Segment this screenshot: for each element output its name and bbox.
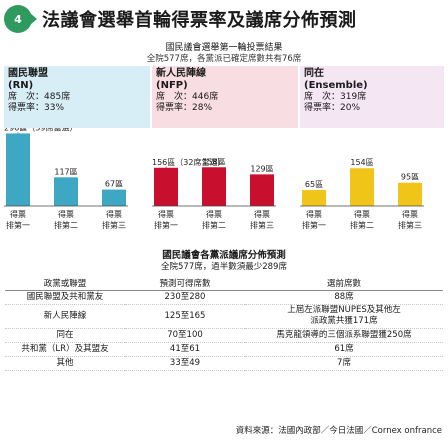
bloc-band-ensemble: 同在 (Ensemble) 席 次：319席 得票率：20% xyxy=(300,66,444,128)
bar xyxy=(6,133,30,206)
category-label: 排第三 xyxy=(398,220,422,230)
bar-value-label: 65區 xyxy=(305,180,323,189)
projection-cell: 230至280 xyxy=(125,290,245,305)
seats-value: 446席 xyxy=(192,92,219,102)
previous-cell: 7席 xyxy=(245,356,443,371)
category-label: 得票 xyxy=(106,209,122,219)
category-label: 得票 xyxy=(158,209,174,219)
projection-cell: 125至165 xyxy=(125,304,245,329)
seats-value: 485席 xyxy=(44,92,71,102)
category-label: 得票 xyxy=(58,209,74,219)
bar-value-label: 129區 xyxy=(250,164,273,173)
page-title: 法議會選舉首輪得票率及議席分佈預測 xyxy=(42,10,357,31)
projection-cell: 33至49 xyxy=(125,356,245,371)
seats-label: 席 次： xyxy=(156,92,193,102)
category-label: 得票 xyxy=(354,209,370,219)
party-cell: 同在 xyxy=(5,328,125,343)
share-value: 28% xyxy=(192,103,213,113)
bloc-name: 國民聯盟 xyxy=(8,68,48,79)
bar-value-label: 156區（32席當選） xyxy=(152,157,225,167)
bloc-abbr: (NFP) xyxy=(156,80,188,91)
category-label: 排第二 xyxy=(54,220,78,230)
projection-title: 國民議會各黨派議席分佈預測 xyxy=(162,250,286,261)
bloc-seats: 席 次：319席 xyxy=(300,92,444,103)
share-value: 33% xyxy=(44,103,65,113)
category-label: 排第一 xyxy=(6,220,30,230)
source-note: 資料來源：法國內政部／今日法國／Cornex onfrance xyxy=(235,426,442,436)
category-label: 排第三 xyxy=(102,220,126,230)
bar xyxy=(302,190,326,206)
bloc-name: 新人民陣線 xyxy=(156,68,206,79)
category-label: 排第二 xyxy=(350,220,374,230)
share-value: 20% xyxy=(340,103,361,113)
bar-value-label: 158區 xyxy=(202,157,225,166)
table-row: 共和黨（LR）及其盟友 41至61 61席 xyxy=(5,342,443,357)
bar-value-label: 296區（39席當選） xyxy=(4,128,77,132)
seats-value: 319席 xyxy=(340,92,367,102)
bar-value-label: 154區 xyxy=(350,158,373,167)
bar xyxy=(398,182,422,206)
table-row: 新人民陣線 125至165 上屆左派聯盟NUPES及其他左派政黨共獲171席 xyxy=(5,304,443,329)
share-label: 得票率： xyxy=(156,103,193,113)
projection-subtitle: 全院577席，過半數須最少289席 xyxy=(161,262,287,272)
bar xyxy=(250,174,274,206)
projection-cell: 41至61 xyxy=(125,342,245,357)
bloc-band-rn: 國民聯盟 (RN) 席 次：485席 得票率：33% xyxy=(4,66,150,128)
figure-number-icon: 4 xyxy=(4,4,37,34)
bar xyxy=(350,168,374,206)
summary-subtitle: 全院577席，各黨派已確定席數共有76席 xyxy=(146,54,302,64)
figure-number: 4 xyxy=(4,5,32,33)
column-header-party: 政黨或聯盟 xyxy=(5,276,125,291)
bar-value-label: 117區 xyxy=(54,167,77,176)
previous-cell: 馬克龍領導的三個派系聯盟獲250席 xyxy=(245,328,443,343)
bloc-abbr: (Ensemble) xyxy=(304,80,368,91)
bloc-abbr: (RN) xyxy=(8,80,34,91)
summary-title: 國民議會選舉第一輪投票結果 xyxy=(165,43,283,53)
title-row: 4 法議會選舉首輪得票率及議席分佈預測 xyxy=(4,2,357,36)
party-cell: 新人民陣線 xyxy=(5,304,125,329)
category-label: 得票 xyxy=(402,209,418,219)
table-row: 國民聯盟及共和黨友 230至280 88席 xyxy=(5,290,443,305)
party-cell: 共和黨（LR）及其盟友 xyxy=(5,342,125,357)
party-cell: 其他 xyxy=(5,356,125,371)
category-label: 得票 xyxy=(10,209,26,219)
bar xyxy=(154,167,178,206)
bar-chart: 296區（39席當選）得票排第一117區得票排第二67區得票排第三156區（32… xyxy=(4,128,424,230)
share-label: 得票率： xyxy=(304,103,341,113)
bloc-band-nfp: 新人民陣線 (NFP) 席 次：446席 得票率：28% xyxy=(152,66,298,128)
bar xyxy=(54,177,78,206)
bar xyxy=(202,167,226,206)
previous-cell: 88席 xyxy=(245,290,443,305)
category-label: 得票 xyxy=(206,209,222,219)
projection-cell: 70至100 xyxy=(125,328,245,343)
bloc-share: 得票率：20% xyxy=(300,103,444,114)
category-label: 得票 xyxy=(306,209,322,219)
previous-cell: 61席 xyxy=(245,342,443,357)
seats-label: 席 次： xyxy=(304,92,341,102)
bar xyxy=(102,189,126,206)
table-row: 其他 33至49 7席 xyxy=(5,356,443,371)
bar-value-label: 67區 xyxy=(105,180,123,189)
previous-cell: 上屆左派聯盟NUPES及其他左派政黨共獲171席 xyxy=(245,304,443,329)
category-label: 排第一 xyxy=(302,220,326,230)
bar-value-label: 95區 xyxy=(401,173,419,182)
seats-label: 席 次： xyxy=(8,92,45,102)
category-label: 排第一 xyxy=(154,220,178,230)
bloc-name: 同在 xyxy=(304,68,324,79)
table-header-row: 政黨或聯盟 預測可得席數 選前席數 xyxy=(5,276,443,291)
table-row: 同在 70至100 馬克龍領導的三個派系聯盟獲250席 xyxy=(5,328,443,343)
bloc-seats: 席 次：485席 xyxy=(4,92,150,103)
bloc-seats: 席 次：446席 xyxy=(152,92,298,103)
share-label: 得票率： xyxy=(8,103,45,113)
party-cell: 國民聯盟及共和黨友 xyxy=(5,290,125,305)
column-header-previous: 選前席數 xyxy=(245,276,443,291)
bloc-share: 得票率：33% xyxy=(4,103,150,114)
category-label: 得票 xyxy=(254,209,270,219)
category-label: 排第二 xyxy=(202,220,226,230)
column-header-projection: 預測可得席數 xyxy=(125,276,245,291)
projection-table: 政黨或聯盟 預測可得席數 選前席數 國民聯盟及共和黨友 230至280 88席 … xyxy=(5,276,443,371)
category-label: 排第三 xyxy=(250,220,274,230)
bloc-share: 得票率：28% xyxy=(152,103,298,114)
